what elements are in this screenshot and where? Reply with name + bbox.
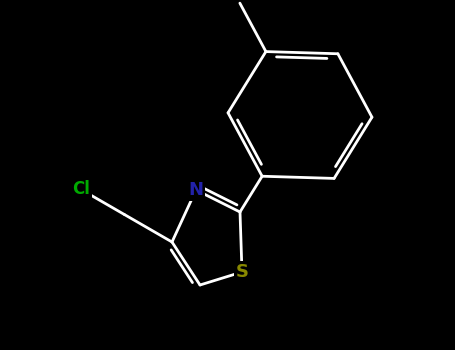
Text: N: N xyxy=(188,181,203,199)
Text: Cl: Cl xyxy=(72,181,90,198)
Text: S: S xyxy=(236,263,248,281)
